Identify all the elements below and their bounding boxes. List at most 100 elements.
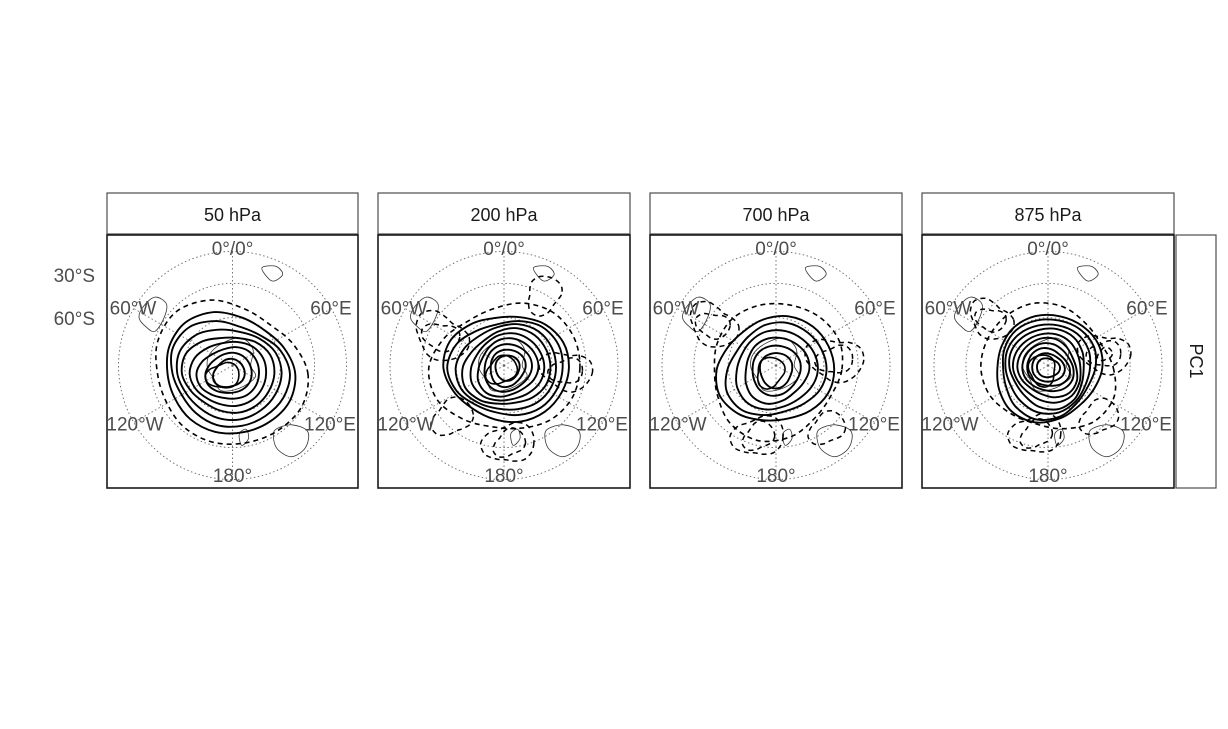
negative-contour: [980, 302, 1117, 430]
lon-label-180: 180°: [213, 466, 252, 487]
positive-contour: [170, 320, 291, 428]
positive-contour: [469, 332, 546, 402]
latitude-circle: [389, 251, 619, 480]
positive-contour: [751, 344, 802, 397]
lon-label-60e: 60°E: [310, 299, 351, 320]
lon-label-top: 0°/0°: [483, 239, 525, 260]
lat-label-60s: 60°S: [54, 309, 95, 330]
map-clip-group: [389, 251, 619, 480]
negative-lobe-contour: [1019, 418, 1054, 449]
panel-700hpa: 700 hPa 0°/0° 60°W 60°E 120°W 120°E 180°: [649, 192, 903, 489]
longitude-labels: 0°/0° 60°W 60°E 120°W 120°E 180°: [106, 239, 356, 487]
core-contour: [204, 361, 240, 389]
map-clip-group: [661, 251, 891, 480]
negative-lobe-contour: [1096, 346, 1114, 362]
meridian-line: [232, 308, 332, 366]
negative-contour: [427, 302, 581, 430]
latitude-circle: [727, 317, 825, 414]
coastline: [544, 424, 581, 458]
lon-label-top: 0°/0°: [755, 239, 797, 260]
row-strip: PC1: [1175, 234, 1217, 489]
latitude-circle: [661, 251, 891, 480]
positive-contour: [188, 340, 268, 408]
positive-contour: [494, 354, 521, 382]
meridian-line: [677, 365, 777, 423]
meridian-line: [677, 308, 777, 366]
positive-contour: [1004, 323, 1092, 415]
row-strip-box: [1175, 234, 1217, 489]
positive-contour: [446, 320, 564, 417]
coastline: [261, 265, 284, 282]
positive-contour: [489, 348, 527, 389]
lon-label-120e: 120°E: [1120, 415, 1172, 436]
positive-contour: [758, 352, 794, 390]
positive-contour: [1031, 352, 1066, 383]
panel-title: 875 hPa: [1014, 205, 1082, 225]
core-contour: [756, 356, 786, 390]
negative-lobe-contour: [538, 351, 594, 393]
negative-lobe-contour: [415, 309, 471, 362]
lat-label-30s: 30°S: [54, 266, 95, 287]
longitude-labels: 0°/0° 60°W 60°E 120°W 120°E 180°: [921, 239, 1172, 487]
map-clip-group: [933, 251, 1163, 480]
panel-875hpa: 875 hPa 0°/0° 60°W 60°E 120°W 120°E 180°: [921, 192, 1175, 489]
meridian-line: [949, 365, 1049, 423]
meridian-line: [405, 308, 505, 366]
negative-lobe-contour: [729, 414, 784, 455]
latitude-circle: [693, 282, 859, 449]
meridian-line: [232, 365, 332, 423]
negative-lobe-contour: [1085, 340, 1122, 367]
positive-contour: [442, 315, 570, 424]
panel-title: 200 hPa: [470, 205, 538, 225]
positive-contour: [461, 327, 552, 405]
coastline: [682, 296, 711, 333]
lon-label-60e: 60°E: [1126, 299, 1167, 320]
lon-label-120w: 120°W: [921, 415, 978, 436]
panel-50hpa: 50 hPa 0°/0° 60°W 60°E 120°W 120°E 180°: [106, 192, 359, 489]
meridian-line: [133, 365, 233, 423]
coastline: [1088, 424, 1125, 458]
negative-lobe-contour: [492, 427, 527, 458]
latitude-circle: [965, 282, 1131, 449]
map-clip-group: [118, 251, 347, 480]
lon-label-120w: 120°W: [377, 415, 434, 436]
positive-contour: [1026, 347, 1071, 387]
lon-label-180: 180°: [484, 466, 523, 487]
longitude-labels: 0°/0° 60°W 60°E 120°W 120°E 180°: [377, 239, 628, 487]
coastline: [272, 424, 310, 458]
positive-contour: [195, 346, 260, 400]
core-contour: [1027, 354, 1056, 388]
coastline: [750, 337, 800, 392]
positive-contour: [996, 313, 1104, 424]
coastline: [410, 296, 439, 333]
latitude-circle: [118, 251, 347, 480]
negative-contour: [713, 302, 844, 443]
polar-map: [933, 251, 1163, 480]
row-label: PC1: [1186, 343, 1206, 378]
positive-contour: [476, 337, 540, 398]
lon-label-60w: 60°W: [653, 299, 700, 320]
panel-title-strip: [377, 192, 631, 235]
panel-title: 50 hPa: [204, 205, 262, 225]
negative-lobe-contour: [741, 420, 776, 452]
coastline: [1054, 428, 1065, 446]
lon-label-60e: 60°E: [582, 299, 623, 320]
meridian-line: [949, 308, 1049, 366]
panel-title: 700 hPa: [742, 205, 810, 225]
lon-label-120e: 120°E: [304, 415, 356, 436]
negative-lobe-contour: [1076, 334, 1132, 376]
positive-contour: [454, 323, 557, 411]
meridian-line: [133, 308, 233, 366]
lon-label-120e: 120°E: [576, 415, 628, 436]
lon-label-60w: 60°W: [110, 299, 157, 320]
lon-label-120w: 120°W: [649, 415, 706, 436]
positive-contour: [180, 336, 276, 414]
positive-contour: [735, 329, 819, 411]
lon-label-top: 0°/0°: [1027, 239, 1069, 260]
lon-label-180: 180°: [756, 466, 795, 487]
polar-map: [389, 251, 619, 480]
negative-lobe-contour: [807, 409, 847, 446]
polar-map: [661, 251, 891, 480]
panel-200hpa: 200 hPa 0°/0° 60°W 60°E 120°W 120°E 180°: [377, 192, 631, 489]
